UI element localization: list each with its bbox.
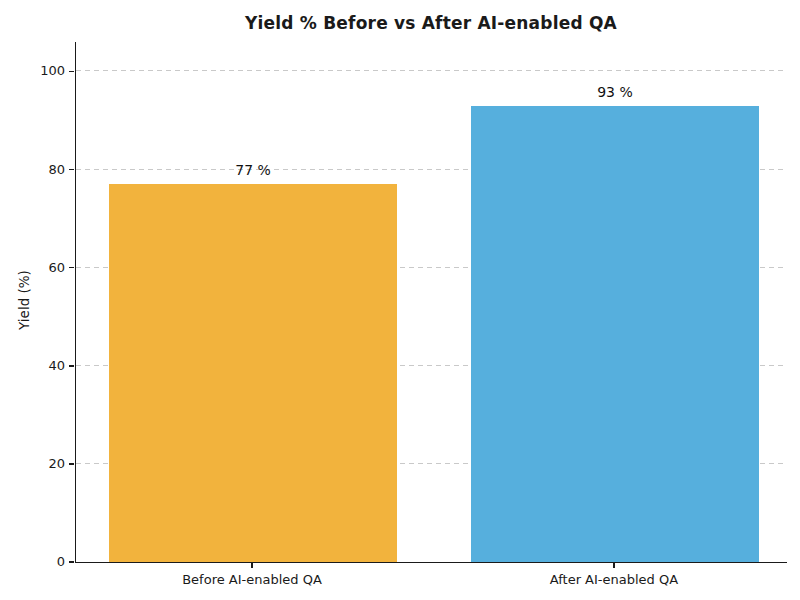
y-tick-mark-80 bbox=[69, 169, 74, 171]
y-tick-label-100: 100 bbox=[25, 63, 65, 78]
bar-1 bbox=[109, 184, 398, 562]
bar-value-label-1: 77 % bbox=[109, 162, 398, 178]
bar-chart-figure: Yield % Before vs After AI-enabled QA Yi… bbox=[0, 0, 800, 600]
y-tick-mark-0 bbox=[69, 561, 74, 563]
gridline-y-100 bbox=[76, 70, 787, 71]
y-tick-mark-60 bbox=[69, 267, 74, 269]
x-tick-mark-2 bbox=[613, 563, 615, 568]
y-tick-label-80: 80 bbox=[25, 162, 65, 177]
bar-value-label-2: 93 % bbox=[471, 84, 760, 100]
y-axis-label: Yield (%) bbox=[16, 240, 32, 360]
y-tick-label-20: 20 bbox=[25, 456, 65, 471]
y-tick-mark-100 bbox=[69, 71, 74, 73]
x-tick-label-2: After AI-enabled QA bbox=[464, 572, 764, 587]
bar-2 bbox=[471, 106, 760, 562]
x-tick-mark-1 bbox=[251, 563, 253, 568]
y-tick-mark-20 bbox=[69, 463, 74, 465]
y-tick-mark-40 bbox=[69, 365, 74, 367]
plot-area: 77 % 93 % bbox=[75, 42, 787, 563]
y-tick-label-0: 0 bbox=[25, 554, 65, 569]
y-tick-label-40: 40 bbox=[25, 358, 65, 373]
chart-title: Yield % Before vs After AI-enabled QA bbox=[75, 13, 787, 33]
x-tick-label-1: Before AI-enabled QA bbox=[102, 572, 402, 587]
y-tick-label-60: 60 bbox=[25, 260, 65, 275]
